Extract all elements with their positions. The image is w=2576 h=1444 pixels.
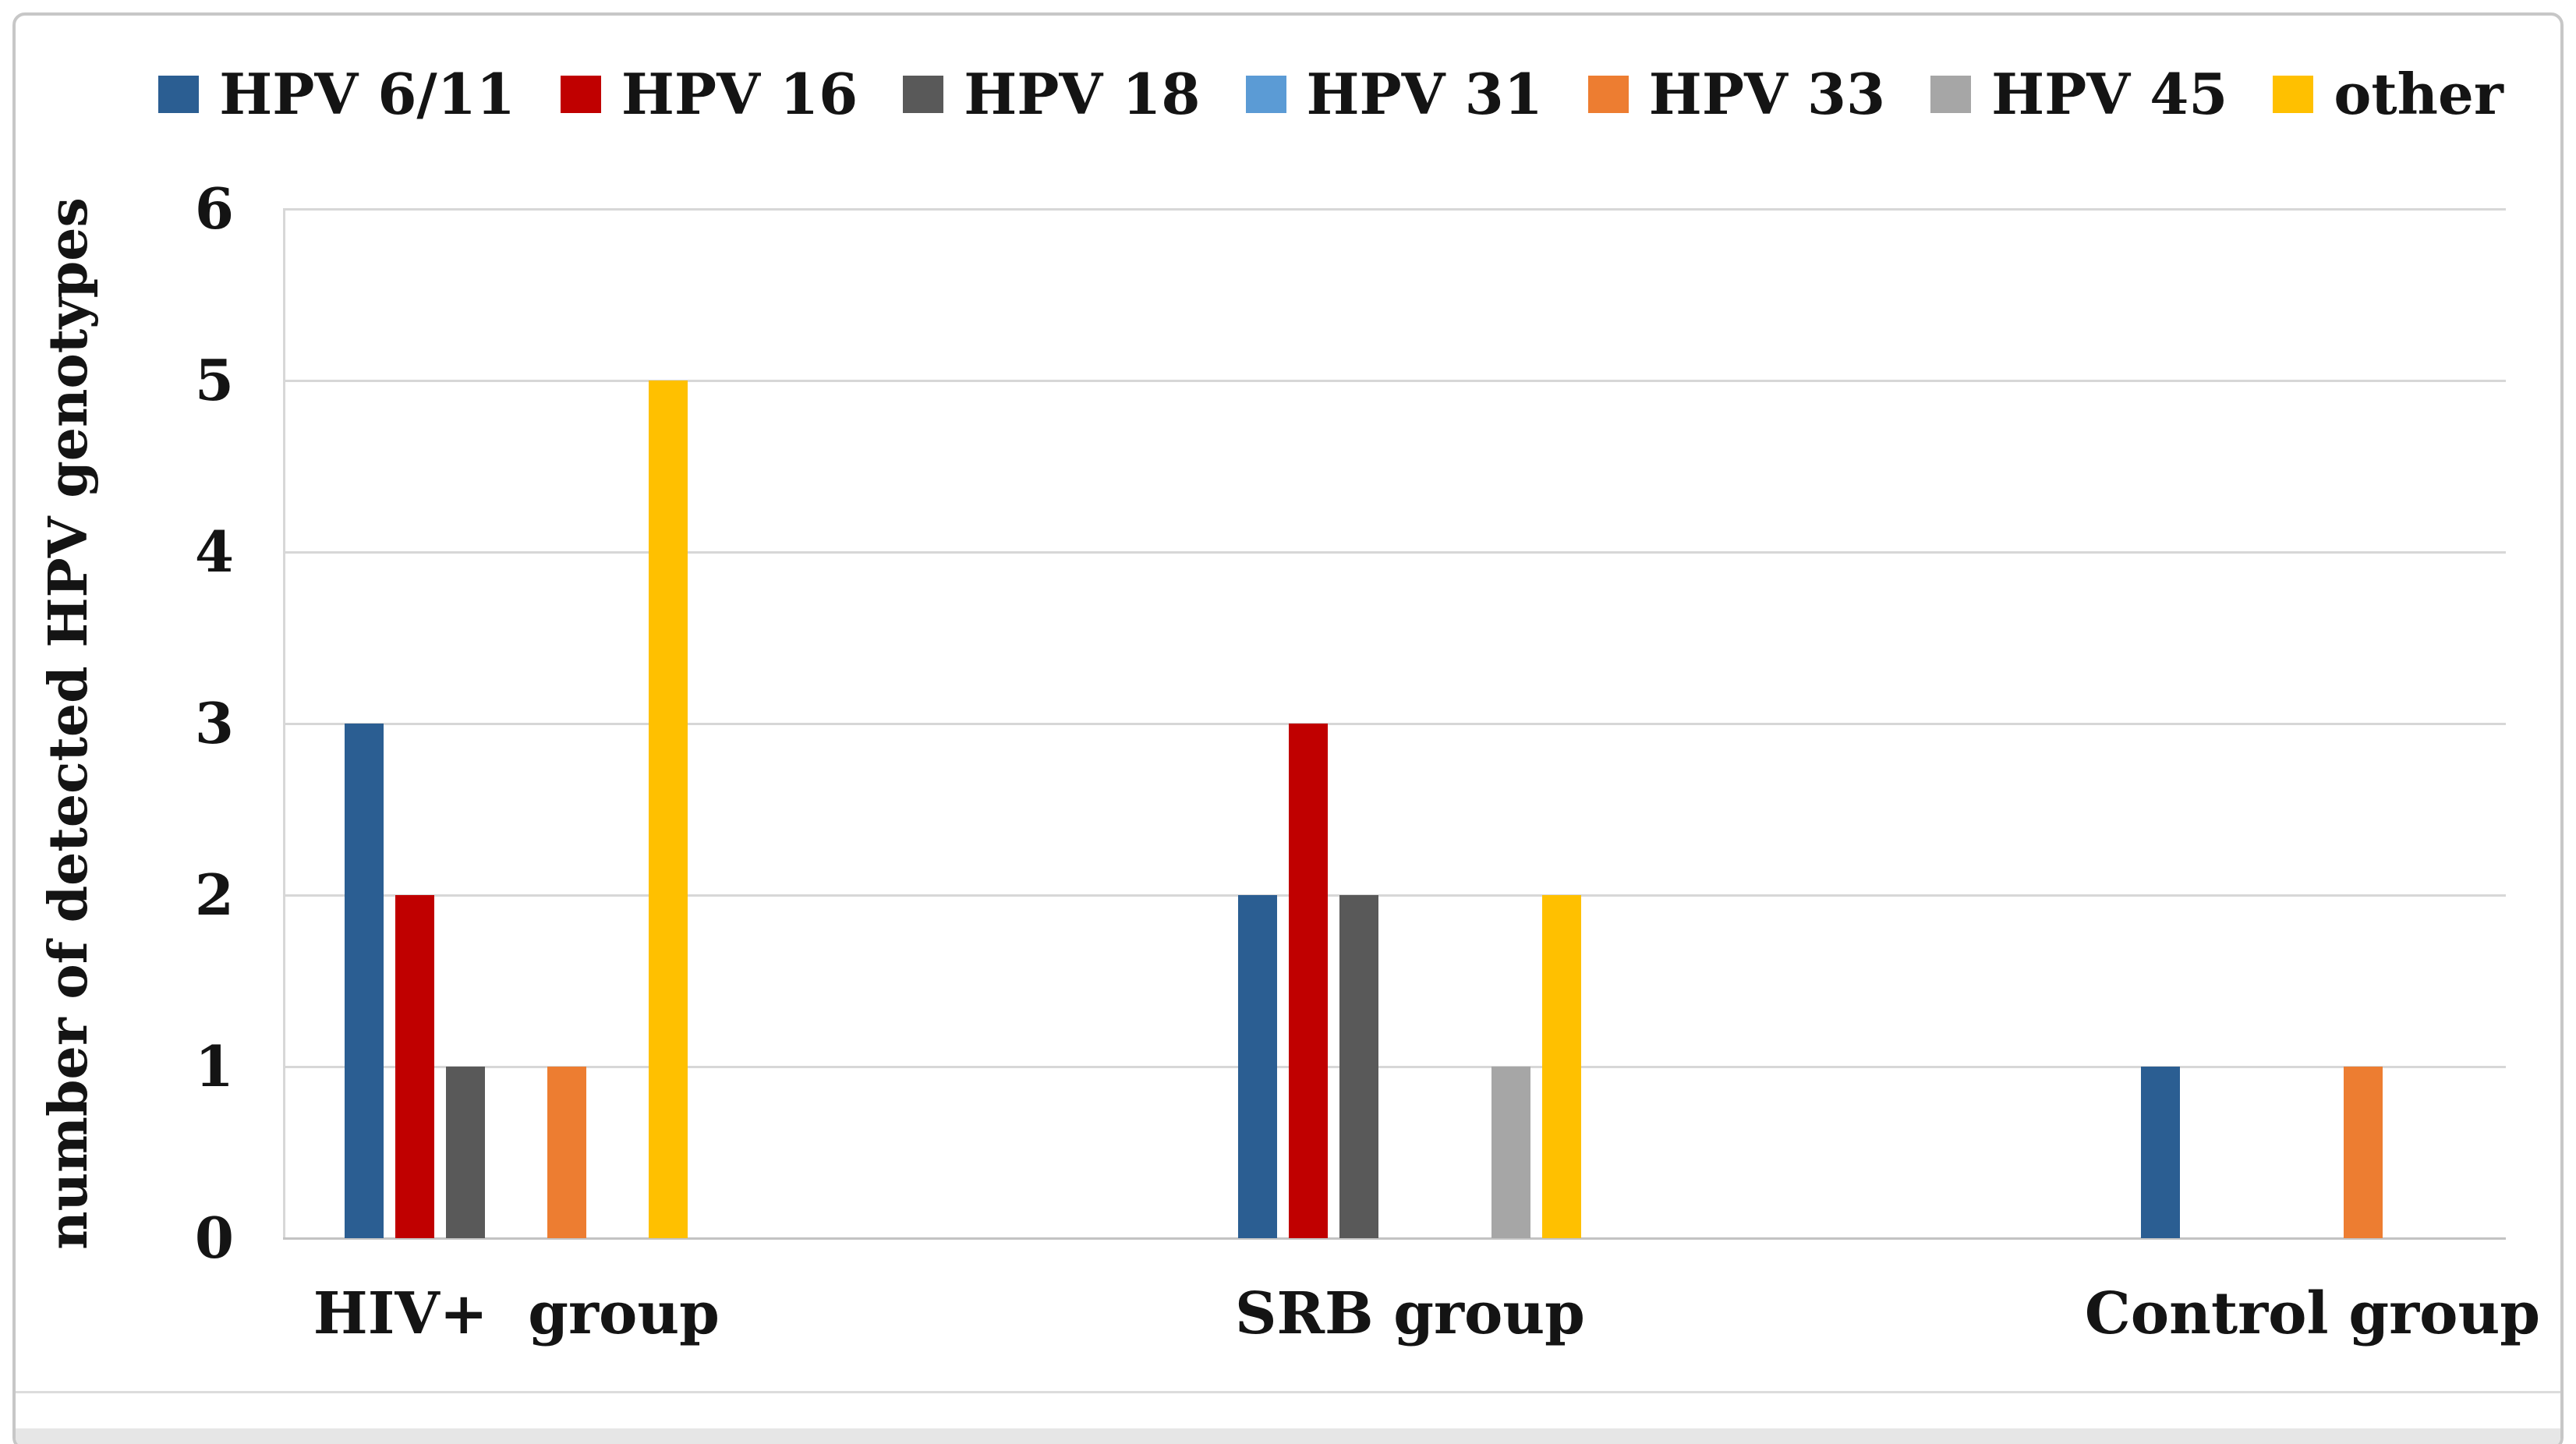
legend-swatch-hpv-33	[1587, 76, 1629, 113]
legend-item-hpv-33: HPV 33	[1587, 61, 1886, 127]
bar-hpv-18-srb-group	[1339, 895, 1379, 1238]
figure-frame	[12, 12, 2564, 1444]
gridline-2	[283, 894, 2506, 897]
legend-label-hpv-6-11: HPV 6/11	[219, 61, 515, 127]
legend-label-hpv-18: HPV 18	[964, 61, 1201, 127]
legend-label-hpv-16: HPV 16	[621, 61, 858, 127]
plot-area	[283, 208, 2506, 1240]
bar-hpv-33-hiv-group	[547, 1067, 587, 1238]
legend-label-hpv-31: HPV 31	[1306, 61, 1543, 127]
y-tick-label-3: 3	[194, 690, 234, 756]
figure-bottom-band	[16, 1428, 2560, 1444]
x-axis-label-control-group: Control group	[2084, 1280, 2540, 1347]
y-tick-label-4: 4	[194, 518, 234, 585]
bar-hpv-33-control-group	[2343, 1067, 2383, 1238]
legend-item-other: other	[2273, 66, 2503, 122]
y-tick-label-5: 5	[194, 347, 234, 413]
legend-item-hpv-6-11: HPV 6/11	[158, 66, 515, 122]
x-axis-label-srb-group: SRB group	[1235, 1280, 1585, 1347]
legend-swatch-hpv-18	[903, 76, 944, 113]
legend-swatch-hpv-16	[560, 76, 601, 113]
gridline-6	[283, 208, 2506, 211]
bar-hpv-6-11-hiv-group	[345, 724, 384, 1238]
y-tick-label-6: 6	[194, 175, 234, 242]
legend-swatch-hpv-45	[1930, 76, 1972, 113]
y-tick-label-2: 2	[194, 862, 234, 928]
legend-swatch-other	[2273, 76, 2314, 113]
bar-other-srb-group	[1542, 895, 1582, 1238]
legend-item-hpv-18: HPV 18	[903, 61, 1201, 127]
bar-hpv-16-hiv-group	[395, 895, 435, 1238]
bar-hpv-6-11-control-group	[2140, 1067, 2180, 1238]
bar-hpv-6-11-srb-group	[1238, 895, 1278, 1238]
legend-item-hpv-45: HPV 45	[1930, 66, 2227, 122]
legend-label-other: other	[2334, 61, 2503, 127]
y-tick-label-0: 0	[194, 1205, 234, 1271]
bar-hpv-16-srb-group	[1289, 724, 1329, 1238]
x-axis-label-hiv-group: HIV+ group	[313, 1280, 720, 1347]
legend-item-hpv-16: HPV 16	[560, 61, 858, 127]
x-axis-line	[283, 1237, 2506, 1240]
gridline-1	[283, 1066, 2506, 1068]
legend-label-hpv-33: HPV 33	[1648, 61, 1886, 127]
y-tick-label-1: 1	[194, 1033, 234, 1099]
bar-other-hiv-group	[649, 380, 688, 1238]
gridline-3	[283, 723, 2506, 725]
bar-hpv-18-hiv-group	[446, 1067, 486, 1238]
legend-item-hpv-31: HPV 31	[1245, 61, 1543, 127]
gridline-5	[283, 380, 2506, 382]
legend-label-hpv-45: HPV 45	[1991, 61, 2228, 127]
legend-swatch-hpv-31	[1245, 76, 1286, 113]
legend-swatch-hpv-6-11	[158, 76, 200, 113]
bar-hpv-45-srb-group	[1491, 1067, 1531, 1238]
legend: HPV 6/11 HPV 16 HPV 18 HPV 31 HPV 33 HPV 45 ot…	[86, 51, 2576, 137]
gridline-4	[283, 551, 2506, 554]
figure-bottom-divider	[16, 1391, 2560, 1393]
